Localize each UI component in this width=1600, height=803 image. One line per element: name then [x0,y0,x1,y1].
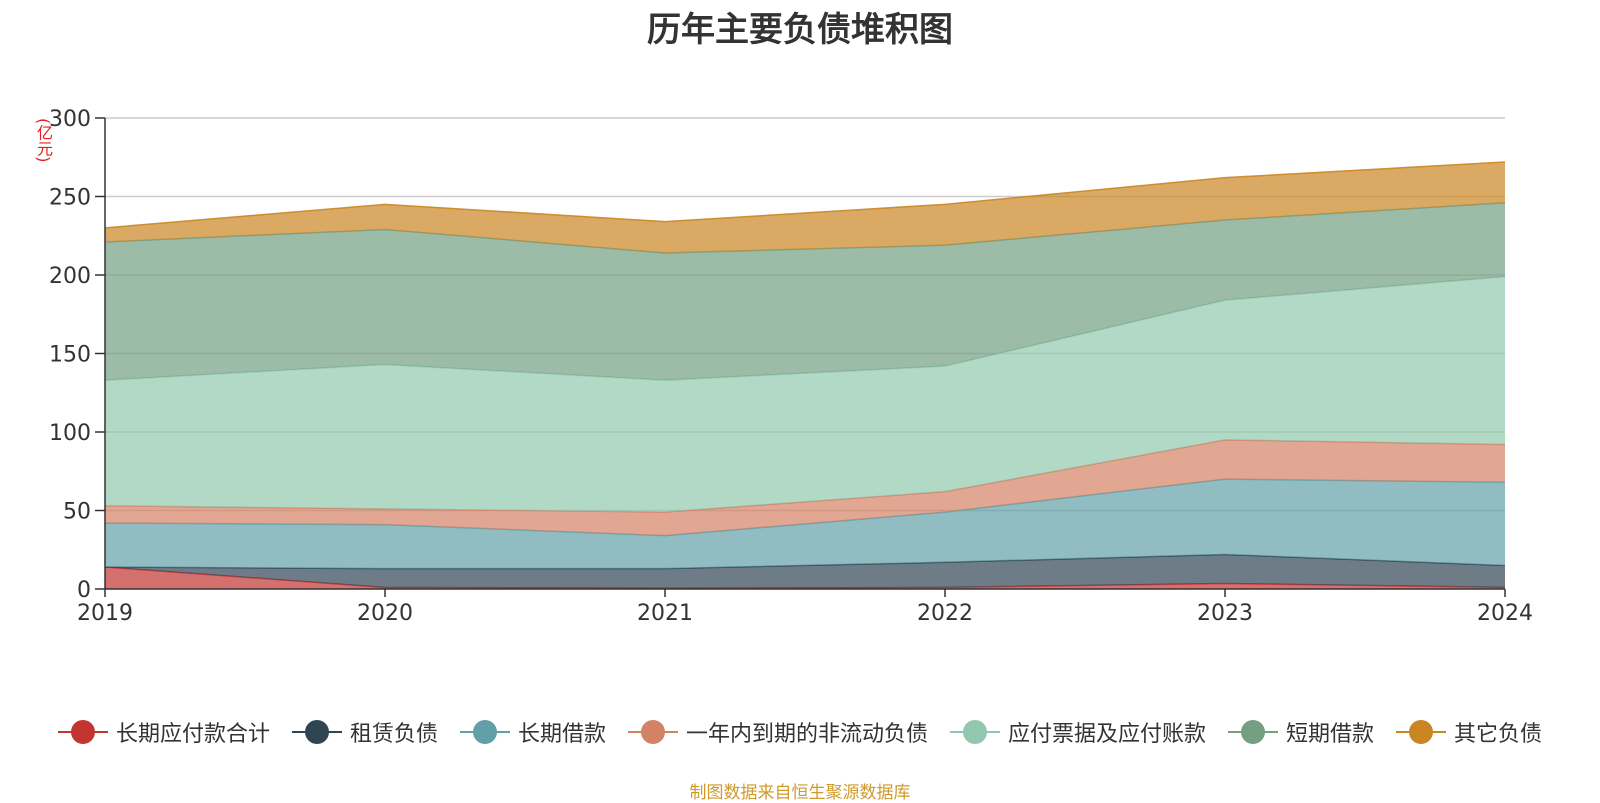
legend-label: 其它负债 [1454,722,1543,747]
area-series [104,161,1506,589]
chart-title: 历年主要负债堆积图 [647,10,953,50]
legend-item-0[interactable]: 长期应付款合计 [57,716,270,748]
line-series-6 [104,161,1506,229]
x-tick-label-2023: 2023 [1197,601,1253,626]
legend-marker-icon [459,718,510,746]
legend-item-4[interactable]: 应付票据及应付账款 [950,716,1206,748]
x-tick-label-2024: 2024 [1477,601,1533,626]
y-tick-label-50: 50 [63,500,91,525]
y-tick-label-100: 100 [49,421,91,446]
y-tick-label-250: 250 [49,186,91,211]
y-axis-unit-label: (亿元) [34,118,53,163]
y-tick-label-200: 200 [49,264,91,289]
area-series-1 [105,554,1505,589]
x-tick-label-2021: 2021 [637,601,693,626]
y-tick-label-0: 0 [77,578,91,603]
x-tick-label-2020: 2020 [357,601,413,626]
legend-item-6[interactable]: 其它负债 [1396,716,1542,748]
legend-item-3[interactable]: 一年内到期的非流动负债 [627,716,928,748]
stacked-area-chart: 0 50 100 150 200 250 300 2019 2020 2021 2022 2023 20… [49,107,1533,626]
legend-marker-icon [1396,718,1447,746]
area-series-5 [105,202,1505,381]
y-tick-label-300: 300 [49,107,91,132]
legend-label: 短期借款 [1286,722,1375,747]
legend-label: 应付票据及应付账款 [1008,722,1207,747]
legend-item-1[interactable]: 租赁负债 [291,716,438,748]
legend-item-2[interactable]: 长期借款 [459,716,606,748]
legend-label: 长期借款 [517,722,606,747]
axes: 0 50 100 150 200 250 300 2019 2020 2021 2022 2023 20… [49,107,1533,626]
legend-marker-icon [57,718,108,746]
legend-label: 长期应付款合计 [115,722,270,747]
x-tick-label-2022: 2022 [917,601,973,626]
legend-marker-icon [627,718,678,746]
source-note: 制图数据来自恒生聚源数据库 [689,783,911,803]
legend-label: 租赁负债 [349,722,438,747]
area-series-3 [105,439,1505,536]
legend-label: 一年内到期的非流动负债 [685,722,928,747]
legend-marker-icon [1228,718,1279,746]
area-series-0 [105,567,1505,589]
x-tick-label-2019: 2019 [77,601,133,626]
legend-marker-icon [950,718,1000,746]
legend-marker-icon [291,718,342,746]
legend-item-5[interactable]: 短期借款 [1228,716,1374,748]
legend: 长期应付款合计 租赁负债 长期借款 一年内到期的非流动负债 应付票据及应付账款 短期借款 其… [0,714,1600,750]
area-series-4 [105,276,1505,513]
y-tick-label-150: 150 [49,343,91,368]
